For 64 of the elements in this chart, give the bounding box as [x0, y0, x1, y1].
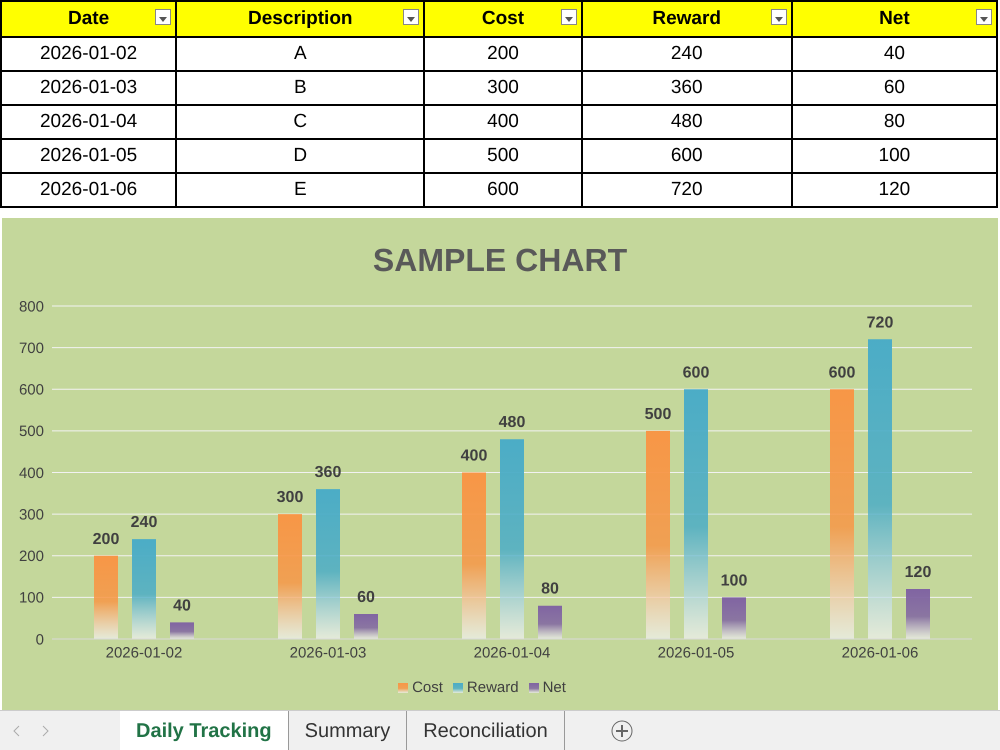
text: 240: [670, 43, 703, 64]
data-label: 240: [130, 514, 158, 532]
legend-label: Net: [542, 679, 566, 696]
text: 480: [670, 111, 703, 132]
text: Cost: [482, 8, 524, 29]
data-label: 600: [682, 364, 710, 382]
y-tick-label: 400: [18, 464, 44, 482]
text: 80: [884, 111, 905, 132]
text: Net: [879, 8, 910, 29]
text: 600: [487, 179, 519, 200]
y-tick-label: 500: [18, 423, 44, 440]
data-label: 400: [460, 448, 488, 464]
text: 500: [487, 145, 519, 166]
y-tick-label: 200: [18, 548, 44, 566]
category-label: 2026-01-05: [40, 145, 138, 166]
x-tick-label: 2026-01-06: [842, 644, 918, 662]
text: B: [176, 71, 424, 105]
data-label: 600: [828, 364, 856, 382]
data-label: 500: [644, 406, 672, 423]
text: 600: [670, 145, 703, 166]
chart-title: SAMPLE CHART: [372, 242, 628, 280]
text: 60: [884, 77, 905, 98]
data-label: 100: [720, 572, 748, 590]
x-tick-label: 2026-01-05: [658, 644, 734, 662]
text: 120: [878, 179, 910, 200]
text: Date: [1, 1, 176, 37]
text: Reconciliation: [407, 711, 565, 750]
x-tick-label: 2026-01-04: [474, 644, 550, 662]
text: Reward: [652, 8, 721, 29]
y-tick-label: 0: [36, 631, 44, 648]
text: A: [176, 37, 424, 71]
data-label: 720: [866, 314, 894, 332]
y-tick-label: 600: [18, 382, 44, 399]
legend-label: Reward: [466, 679, 519, 696]
x-tick-label: 2026-01-03: [290, 644, 366, 662]
text: D: [176, 139, 424, 173]
data-label: 200: [92, 530, 120, 548]
text: 360: [670, 77, 703, 98]
y-tick-label: 700: [18, 340, 44, 357]
text: Daily Tracking: [120, 711, 289, 750]
category-label: 2026-01-06: [40, 179, 138, 200]
data-label: 480: [498, 414, 526, 432]
text: C: [176, 105, 424, 139]
text: 200: [487, 43, 519, 64]
text: E: [176, 173, 424, 207]
category-label: 2026-01-03: [40, 77, 138, 98]
data-label: 120: [904, 564, 932, 582]
y-tick-label: 100: [18, 590, 44, 607]
y-tick-label: 300: [18, 506, 44, 524]
y-tick-label: 800: [18, 298, 44, 316]
text: 400: [487, 111, 519, 132]
data-label: 300: [276, 489, 304, 506]
legend-label: Cost: [412, 679, 443, 696]
text: 300: [487, 77, 519, 98]
x-tick-label: 2026-01-02: [106, 644, 182, 662]
text: 100: [878, 145, 910, 166]
category-label: 2026-01-02: [40, 43, 138, 64]
text: Description: [176, 1, 424, 37]
text: 40: [884, 43, 905, 64]
data-label: 80: [541, 580, 559, 598]
data-label: 40: [173, 597, 191, 614]
text: 720: [670, 179, 703, 200]
category-label: 2026-01-04: [40, 111, 138, 132]
text: Summary: [288, 711, 408, 750]
